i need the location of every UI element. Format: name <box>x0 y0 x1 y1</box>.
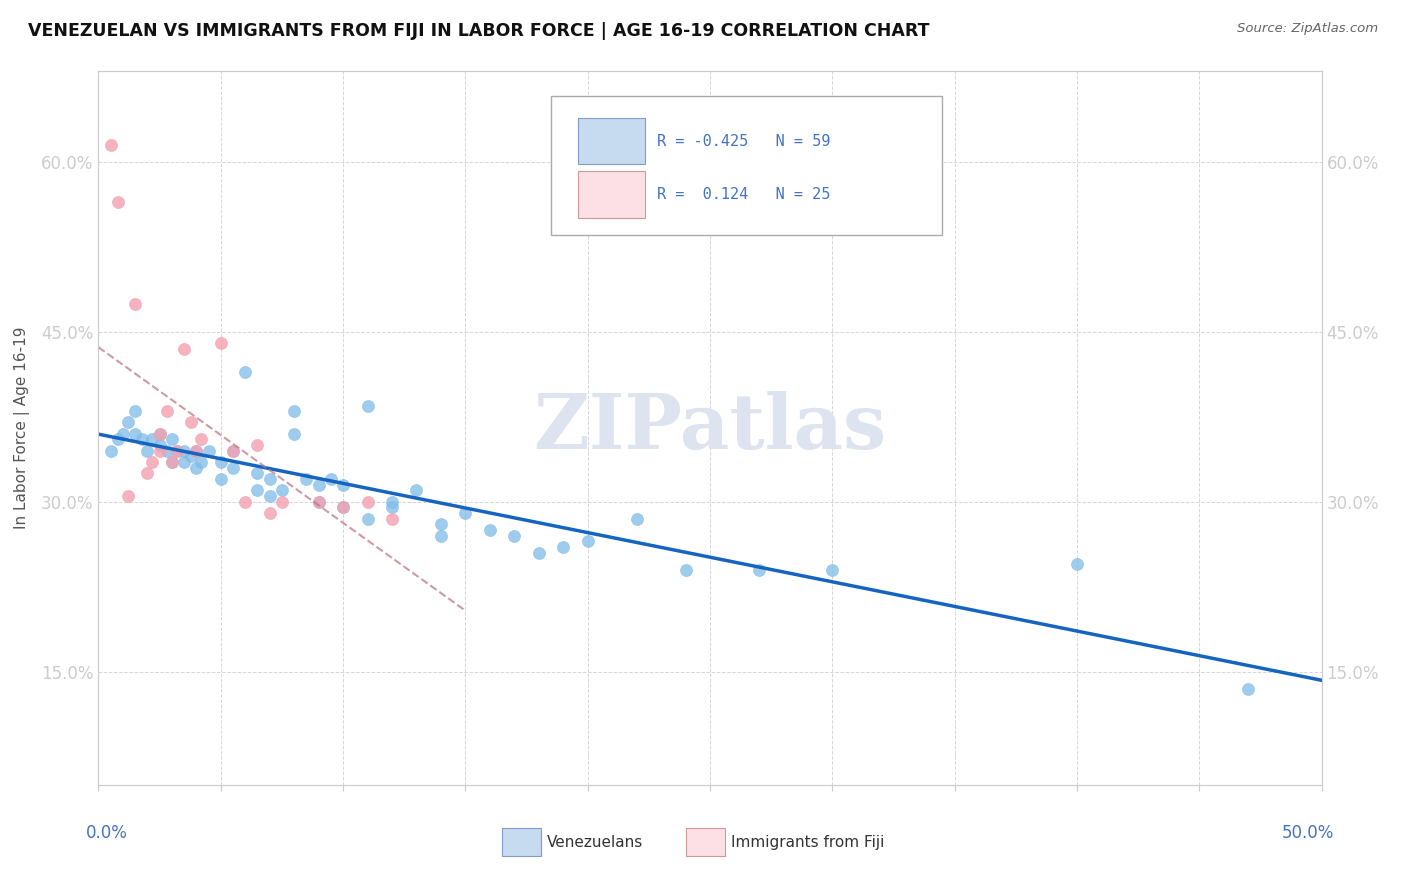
Point <box>478 523 501 537</box>
Point <box>381 495 404 509</box>
Point <box>124 404 146 418</box>
Point <box>1066 557 1088 571</box>
FancyBboxPatch shape <box>551 96 942 235</box>
Point <box>190 455 212 469</box>
Point <box>131 433 153 447</box>
FancyBboxPatch shape <box>686 828 724 856</box>
Point <box>626 512 648 526</box>
Point <box>107 433 129 447</box>
Point <box>356 512 378 526</box>
Point <box>246 467 269 481</box>
Point <box>356 399 378 413</box>
Point <box>259 489 281 503</box>
Point <box>166 443 188 458</box>
Point <box>821 563 844 577</box>
Point <box>332 500 354 515</box>
Point <box>186 460 208 475</box>
Point <box>160 455 183 469</box>
Point <box>503 529 526 543</box>
Point <box>160 455 183 469</box>
Point <box>222 443 245 458</box>
Point <box>100 443 122 458</box>
Point <box>173 455 195 469</box>
Point <box>209 455 232 469</box>
Point <box>149 426 172 441</box>
Point <box>136 467 159 481</box>
Point <box>675 563 697 577</box>
Point <box>222 460 245 475</box>
Point <box>197 443 219 458</box>
Point <box>283 426 305 441</box>
Point <box>430 517 453 532</box>
Point <box>117 416 139 430</box>
Text: R = -0.425   N = 59: R = -0.425 N = 59 <box>658 134 831 149</box>
FancyBboxPatch shape <box>578 118 645 164</box>
Point <box>156 404 179 418</box>
Text: ZIPatlas: ZIPatlas <box>533 392 887 465</box>
Point <box>454 506 477 520</box>
Point <box>141 433 163 447</box>
Point <box>308 477 330 491</box>
Point <box>117 489 139 503</box>
Point <box>186 443 208 458</box>
Point <box>111 426 134 441</box>
Point <box>149 426 172 441</box>
Point <box>124 296 146 310</box>
FancyBboxPatch shape <box>578 171 645 218</box>
Y-axis label: In Labor Force | Age 16-19: In Labor Force | Age 16-19 <box>14 326 30 530</box>
FancyBboxPatch shape <box>502 828 541 856</box>
Point <box>430 529 453 543</box>
Text: 50.0%: 50.0% <box>1281 824 1334 842</box>
Point <box>748 563 770 577</box>
Point <box>308 495 330 509</box>
Point <box>156 443 179 458</box>
Point <box>209 336 232 351</box>
Point <box>356 495 378 509</box>
Point <box>160 433 183 447</box>
Point <box>527 546 550 560</box>
Point <box>246 483 269 498</box>
Point <box>233 365 256 379</box>
Point <box>136 443 159 458</box>
Point <box>576 534 599 549</box>
Point <box>222 443 245 458</box>
Point <box>180 416 202 430</box>
Point <box>100 138 122 153</box>
Text: Immigrants from Fiji: Immigrants from Fiji <box>731 835 884 849</box>
Point <box>308 495 330 509</box>
Point <box>295 472 318 486</box>
Text: Venezuelans: Venezuelans <box>547 835 644 849</box>
Point <box>209 472 232 486</box>
Point <box>173 342 195 356</box>
Point <box>246 438 269 452</box>
Point <box>259 472 281 486</box>
Point <box>332 477 354 491</box>
Point <box>166 443 188 458</box>
Point <box>149 438 172 452</box>
Point <box>405 483 427 498</box>
Point <box>381 500 404 515</box>
Point <box>1237 681 1260 696</box>
Point <box>283 404 305 418</box>
Point <box>141 455 163 469</box>
Point <box>190 433 212 447</box>
Text: R =  0.124   N = 25: R = 0.124 N = 25 <box>658 186 831 202</box>
Point <box>149 443 172 458</box>
Point <box>381 512 404 526</box>
Point <box>173 443 195 458</box>
Point <box>270 495 294 509</box>
Point <box>332 500 354 515</box>
Point <box>124 426 146 441</box>
Point <box>270 483 294 498</box>
Point <box>186 443 208 458</box>
Text: 0.0%: 0.0% <box>86 824 128 842</box>
Point <box>233 495 256 509</box>
Text: VENEZUELAN VS IMMIGRANTS FROM FIJI IN LABOR FORCE | AGE 16-19 CORRELATION CHART: VENEZUELAN VS IMMIGRANTS FROM FIJI IN LA… <box>28 22 929 40</box>
Point <box>107 194 129 209</box>
Text: Source: ZipAtlas.com: Source: ZipAtlas.com <box>1237 22 1378 36</box>
Point <box>553 540 575 554</box>
Point <box>180 450 202 464</box>
Point <box>259 506 281 520</box>
Point <box>319 472 342 486</box>
